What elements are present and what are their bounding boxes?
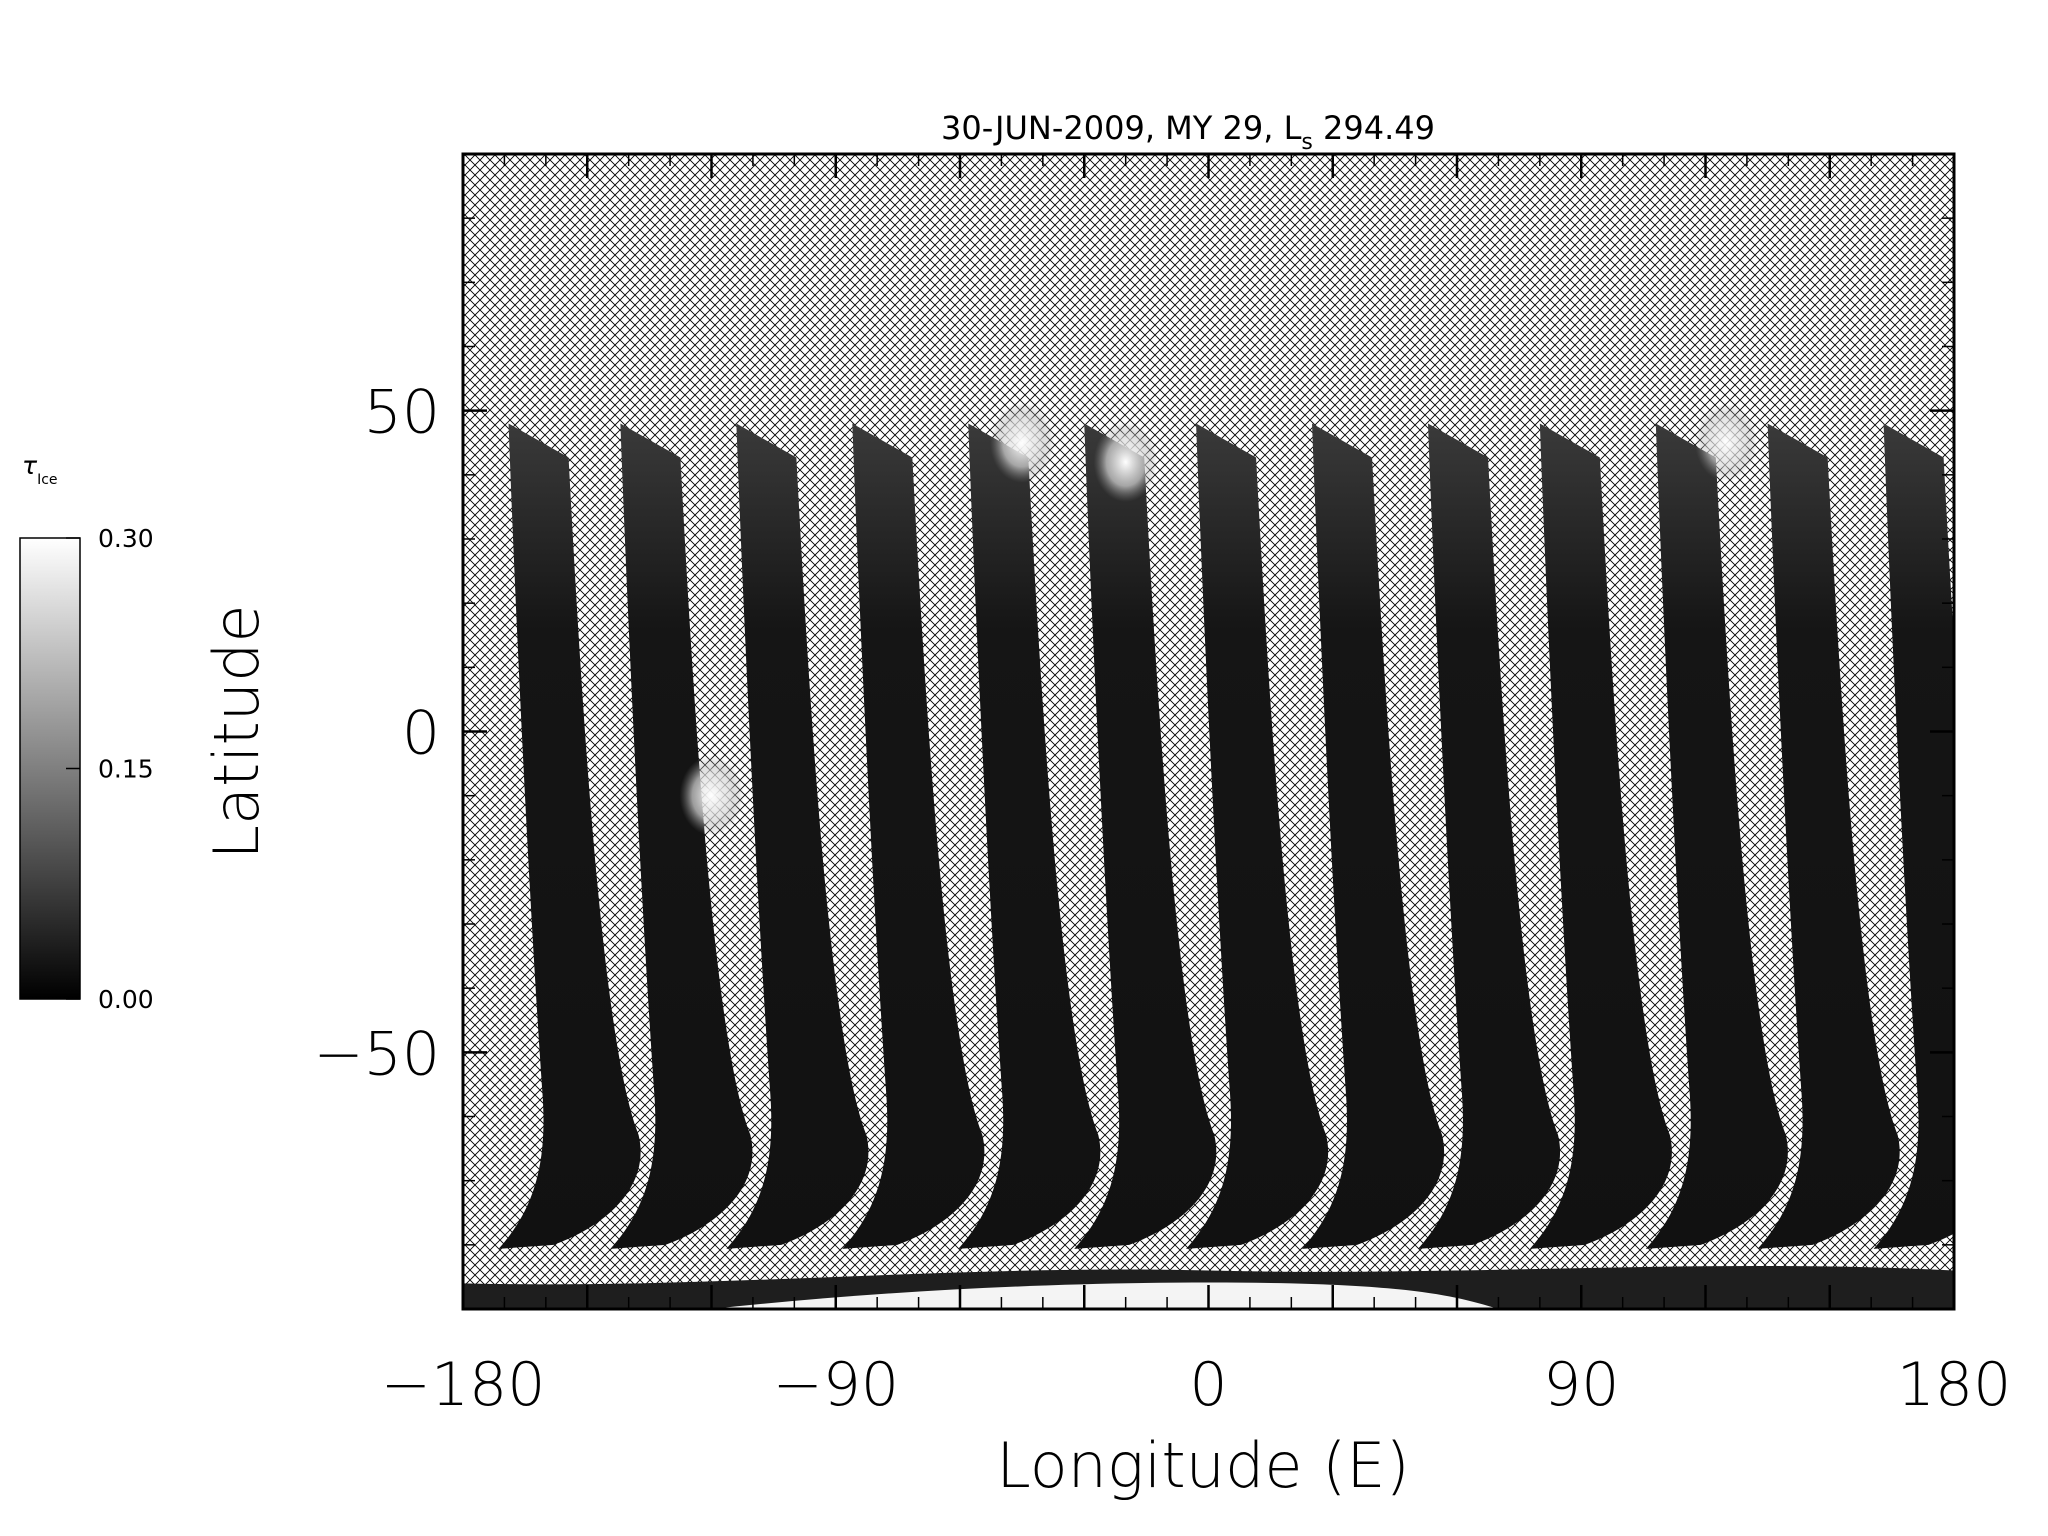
colorbar-tick-label: 0.15	[98, 755, 154, 784]
colorbar-tick-label: 0.30	[98, 524, 154, 553]
data-swath	[610, 423, 753, 1249]
y-tick-label: 0	[402, 699, 440, 769]
x-tick-label: 180	[1897, 1350, 2012, 1420]
data-swath	[1418, 423, 1561, 1249]
y-tick-label: −50	[313, 1019, 440, 1089]
ice-cloud-feature	[990, 402, 1055, 483]
x-axis-label: Longitude (E)	[996, 1429, 1409, 1502]
data-swath	[1186, 423, 1329, 1249]
x-tick-label: −180	[381, 1350, 546, 1420]
x-tick-label: −90	[772, 1350, 899, 1420]
data-swath	[1074, 423, 1217, 1249]
y-tick-labels: −50 0 50	[313, 378, 440, 1090]
major-ticks	[461, 154, 1956, 1309]
y-axis-label: Latitude	[200, 604, 273, 859]
data-swath	[958, 423, 1101, 1249]
data-swath	[1529, 423, 1672, 1249]
data-swath	[1873, 423, 1954, 1249]
ice-cloud-feature	[679, 755, 744, 836]
y-tick-label: 50	[364, 378, 440, 448]
x-tick-labels: −180 −90 0 90 180	[381, 1350, 2012, 1420]
data-swath	[842, 423, 985, 1249]
x-tick-label: 90	[1543, 1350, 1619, 1420]
ice-cloud-feature	[1695, 404, 1758, 482]
data-swath	[1757, 423, 1900, 1249]
data-swath	[726, 423, 869, 1249]
polar-ice-bright	[711, 1282, 1499, 1309]
colorbar-tick-label: 0.00	[98, 985, 154, 1014]
colorbar-label: τIce	[22, 451, 58, 488]
x-tick-label: 0	[1189, 1350, 1227, 1420]
chart-title: 30-JUN-2009, MY 29, Ls 294.49	[941, 109, 1435, 155]
data-swath	[1302, 423, 1445, 1249]
data-swath	[1645, 423, 1788, 1249]
ice-cloud-feature	[1093, 422, 1158, 502]
swath-layer	[498, 402, 1954, 1249]
data-swath	[498, 423, 641, 1249]
colorbar-ticks: 0.00 0.15 0.30	[66, 524, 154, 1014]
